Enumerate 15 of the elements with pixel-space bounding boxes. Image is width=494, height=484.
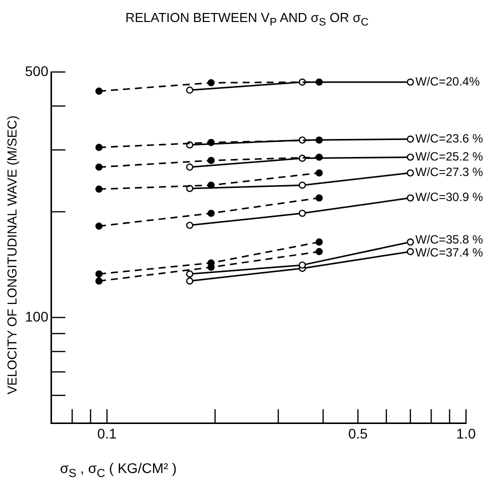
series-label: W/C=27.3 %: [415, 165, 484, 180]
x-axis-title: σ$_{S}$ , σ$_{C}$ ( KG/CM² ): [60, 460, 177, 480]
x-tick-label: 0.5: [348, 425, 368, 442]
series-label: W/C=23.6 %: [415, 131, 484, 146]
y-tick-label: 500: [25, 62, 49, 79]
y-tick-label: 100: [25, 308, 49, 324]
y-axis-title: VELOCITY OF LONGITUDINAL WAVE (M/SEC): [4, 116, 20, 394]
series-label: W/C=35.8 %: [415, 232, 484, 247]
series-label: W/C=25.2 %: [415, 150, 484, 164]
series-label: W/C=20.4%: [415, 74, 480, 88]
series-label: W/C=30.9 %: [415, 190, 484, 204]
x-tick-label: 0.1: [97, 425, 117, 442]
x-tick-label: 1.0: [456, 425, 476, 442]
series-label: W/C=37.4 %: [415, 246, 484, 260]
chart-title: RELATION BETWEEN V$_{P}$ AND σ$_{S}$ OR σ$_{C}$: [124, 10, 370, 29]
